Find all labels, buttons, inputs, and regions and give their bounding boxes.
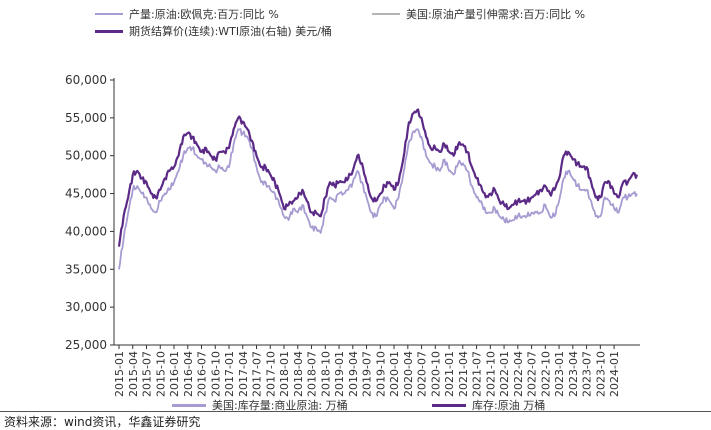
source-note: 资料来源：wind资讯，华鑫证券研究 xyxy=(4,415,201,429)
x-tick-label: 2020-01 xyxy=(388,351,401,397)
x-tick-label: 2017-07 xyxy=(251,351,264,397)
x-tick-label: 2016-01 xyxy=(168,351,181,397)
x-tick-label: 2016-10 xyxy=(209,351,222,397)
x-tick-label: 2021-07 xyxy=(471,351,484,397)
x-tick-label: 2021-04 xyxy=(457,351,470,397)
series-line-total-crude xyxy=(117,108,639,247)
y-tick-label: 25,000 xyxy=(65,338,107,352)
x-tick-label: 2021-10 xyxy=(484,351,497,397)
top-legend: 产量:原油:欧佩克:百万:同比 % 美国:原油产量引伸需求:百万:同比 % 期货… xyxy=(0,0,711,40)
x-tick-label: 2024-01 xyxy=(608,351,621,397)
x-tick-label: 2021-01 xyxy=(443,351,456,397)
legend-label: 美国:库存量:商业原油: 万桶 xyxy=(212,399,348,412)
x-tick-label: 2019-01 xyxy=(333,351,346,397)
x-tick-label: 2016-07 xyxy=(196,351,209,397)
legend-swatch-line-icon xyxy=(95,29,123,33)
y-tick-label: 40,000 xyxy=(65,224,107,238)
y-tick-label: 50,000 xyxy=(65,149,107,163)
legend-swatch-line-icon xyxy=(372,13,400,15)
x-tick-label: 2023-04 xyxy=(567,351,580,397)
x-tick-label: 2015-07 xyxy=(141,351,154,397)
bottom-legend-item-commercial: 美国:库存量:商业原油: 万桶 xyxy=(172,397,348,413)
x-tick-label: 2020-07 xyxy=(416,351,429,397)
legend-swatch-line-icon xyxy=(172,403,206,407)
x-tick-label: 2019-10 xyxy=(374,351,387,397)
x-tick-label: 2022-10 xyxy=(539,351,552,397)
legend-swatch-line-icon xyxy=(95,13,123,15)
top-legend-item-us-demand: 美国:原油产量引伸需求:百万:同比 % xyxy=(372,6,585,22)
x-tick-label: 2018-04 xyxy=(292,351,305,397)
legend-swatch-line-icon xyxy=(432,403,466,407)
y-tick-label: 55,000 xyxy=(65,111,107,125)
x-tick-label: 2020-04 xyxy=(402,351,415,397)
x-tick-label: 2022-07 xyxy=(526,351,539,397)
x-tick-label: 2017-01 xyxy=(223,351,236,397)
legend-label: 产量:原油:欧佩克:百万:同比 % xyxy=(129,8,279,21)
y-tick-label: 35,000 xyxy=(65,262,107,276)
footer-divider xyxy=(0,411,711,412)
x-tick-label: 2015-10 xyxy=(154,351,167,397)
series-lines xyxy=(117,108,639,270)
legend-label: 库存:原油 万桶 xyxy=(472,399,546,412)
y-axis-ticks: 25,000 30,000 35,000 40,000 45,000 50,000 55,0… xyxy=(65,73,114,352)
x-tick-label: 2018-01 xyxy=(278,351,291,397)
x-tick-label: 2022-01 xyxy=(498,351,511,397)
x-tick-label: 2015-04 xyxy=(127,351,140,397)
x-tick-label: 2018-10 xyxy=(319,351,332,397)
y-tick-label: 30,000 xyxy=(65,300,107,314)
x-tick-label: 2023-10 xyxy=(594,351,607,397)
x-tick-label: 2020-10 xyxy=(429,351,442,397)
x-tick-label: 2015-01 xyxy=(113,351,126,397)
x-tick-label: 2019-07 xyxy=(361,351,374,397)
x-tick-label: 2023-01 xyxy=(553,351,566,397)
x-tick-label: 2018-07 xyxy=(306,351,319,397)
series-line-commercial-crude xyxy=(118,128,638,270)
top-legend-item-opec: 产量:原油:欧佩克:百万:同比 % xyxy=(95,6,279,22)
y-tick-label: 45,000 xyxy=(65,187,107,201)
x-tick-label: 2017-04 xyxy=(237,351,250,397)
y-tick-label: 60,000 xyxy=(65,73,107,87)
bottom-legend: 美国:库存量:商业原油: 万桶 库存:原油 万桶 xyxy=(0,396,711,412)
x-tick-label: 2016-04 xyxy=(182,351,195,397)
x-tick-label: 2022-04 xyxy=(512,351,525,397)
x-axis-ticks: 2015-01 2015-04 2015-07 2015-10 2016-01 2016-… xyxy=(113,345,621,397)
bottom-legend-item-total: 库存:原油 万桶 xyxy=(432,397,545,413)
top-legend-item-wti: 期货结算价(连续):WTI原油(右轴) 美元/桶 xyxy=(95,23,332,39)
x-tick-label: 2019-04 xyxy=(347,351,360,397)
x-tick-label: 2017-10 xyxy=(264,351,277,397)
x-tick-label: 2023-07 xyxy=(581,351,594,397)
legend-label: 期货结算价(连续):WTI原油(右轴) 美元/桶 xyxy=(129,25,332,38)
legend-label: 美国:原油产量引伸需求:百万:同比 % xyxy=(406,8,586,21)
